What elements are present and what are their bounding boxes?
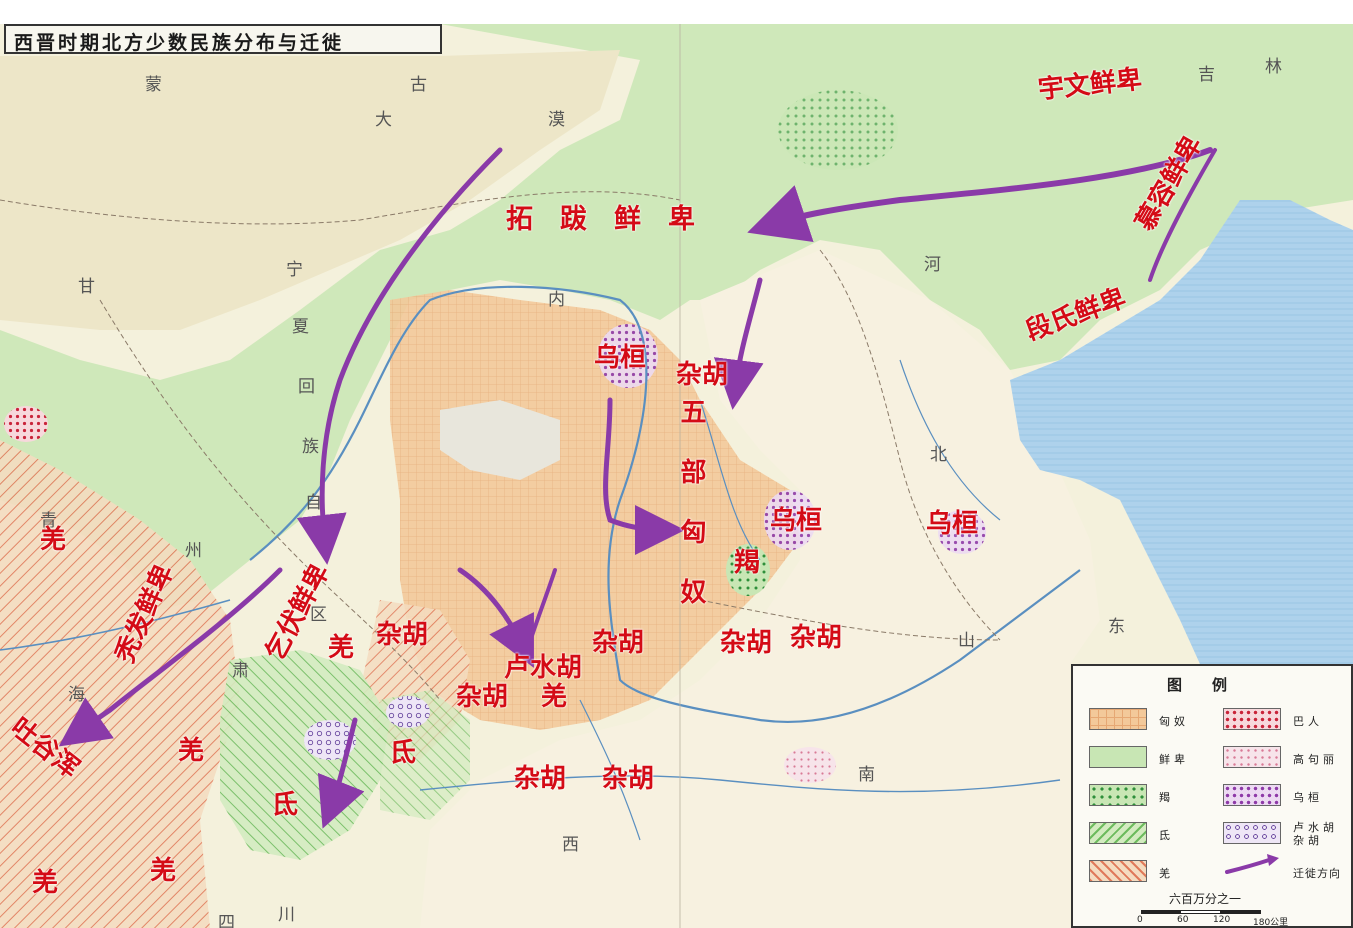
arrow-xiongnu-east: [603, 397, 685, 555]
label-qiang-4: 羌: [178, 736, 205, 766]
label-zahu-5: 杂胡: [790, 623, 843, 653]
xianbei-region: [0, 24, 1353, 610]
bg-label-zhou: 州: [185, 541, 202, 561]
map-title: 西晋时期北方少数民族分布与迁徙: [14, 32, 345, 54]
label-qiang-3: 羌: [541, 682, 568, 712]
bg-label-zi: 自: [305, 493, 322, 513]
legend-title: 图例: [1166, 676, 1257, 694]
legend-label-qiang: 羌: [1159, 867, 1174, 880]
label-zahu-6: 杂胡: [456, 682, 509, 712]
scale-tick-120: 120: [1213, 915, 1231, 925]
scale-tick-60: 60: [1177, 915, 1189, 925]
desert-region: [0, 50, 620, 330]
bg-label-gu: 古: [410, 75, 427, 95]
bg-label-zu: 族: [302, 437, 319, 457]
bg-label-meng: 蒙: [145, 75, 162, 95]
legend-label-lushuihu: 卢水胡杂胡: [1293, 821, 1338, 847]
legend-label-di: 氐: [1159, 829, 1174, 842]
label-wuhuan-1: 乌桓: [594, 343, 647, 373]
bg-label-hui: 回: [298, 377, 315, 397]
bg-label-su: 肃: [232, 661, 249, 681]
legend-swatch-qiang: [1089, 860, 1147, 882]
qiang-region-west: [0, 440, 240, 928]
legend-swatch-xiongnu: [1089, 708, 1147, 730]
label-qiang-2: 羌: [328, 633, 355, 663]
yellow-river: [249, 285, 1081, 724]
arrow-di-south: [317, 717, 365, 829]
legend-swatch-xianbei: [1089, 746, 1147, 768]
label-qiang-6: 羌: [32, 868, 59, 898]
legend-label-goguryeo: 高句丽: [1293, 753, 1338, 766]
legend-swatch-jie: [1089, 784, 1147, 806]
legend-swatch-goguryeo: [1223, 746, 1281, 768]
bg-label-si: 四: [218, 913, 235, 928]
legend-swatch-wuhuan: [1223, 784, 1281, 806]
map-title-box: 西晋时期北方少数民族分布与迁徙: [4, 24, 442, 54]
bg-label-lin: 林: [1265, 57, 1282, 77]
scale-title: 六百万分之一: [1169, 892, 1242, 906]
bg-label-qu: 区: [310, 605, 327, 625]
bg-label-xi: 西: [562, 835, 579, 855]
legend-label-xiongnu: 匈奴: [1159, 715, 1189, 728]
arrow-yuwen-west: [747, 147, 1213, 243]
legend-label-wuhuan: 乌桓: [1293, 791, 1323, 804]
bg-label-mo: 漠: [548, 110, 565, 130]
label-qiang-5: 羌: [150, 856, 177, 886]
label-wuhuan-3: 乌桓: [926, 509, 979, 539]
bg-label-nei: 内: [548, 290, 565, 310]
scale-tick-0: 0: [1137, 915, 1143, 925]
bg-label-qing: 青: [40, 511, 57, 531]
legend-swatch-lushuihu: [1223, 822, 1281, 844]
label-zahu-8: 杂胡: [602, 764, 655, 794]
arrow-murong-sw: [1148, 148, 1217, 282]
label-jie: 羯: [734, 548, 761, 578]
bg-label-dong: 东: [1108, 617, 1125, 637]
bg-label-xia: 夏: [292, 317, 309, 337]
bg-label-shan: 山: [958, 631, 975, 651]
legend-swatch-di: [1089, 822, 1147, 844]
label-zahu-2: 杂胡: [376, 620, 429, 650]
label-zahu-3: 杂胡: [592, 628, 645, 658]
arrow-xiongnu-south: [457, 567, 534, 668]
label-wuhuan-2: 乌桓: [770, 506, 823, 536]
arrow-wuhuan-south: [713, 277, 764, 410]
bg-label-gan: 甘: [78, 277, 95, 297]
label-tuoba-xianbei: 拓 跋 鲜 卑: [506, 204, 695, 235]
bg-label-chuan: 川: [278, 905, 295, 925]
bg-label-hai: 海: [68, 685, 85, 705]
scale-tick-180: 180公里: [1253, 918, 1289, 928]
label-di-1: 氐: [390, 738, 417, 768]
label-zahu-4: 杂胡: [720, 628, 773, 658]
label-di-2: 氐: [272, 790, 299, 820]
legend-label-xianbei: 鲜卑: [1159, 753, 1189, 766]
scale-bar: [1141, 910, 1261, 914]
label-qiang-1: 羌: [40, 525, 67, 555]
bg-label-he: 河: [924, 255, 941, 275]
bg-label-ning: 宁: [286, 260, 303, 280]
label-wubu-xiongnu: 五部匈奴: [676, 398, 706, 638]
legend-label-ba: 巴人: [1293, 715, 1323, 728]
legend-label-jie: 羯: [1159, 791, 1174, 804]
map-legend: 图例 匈奴 鲜卑 羯 氐 羌 巴人 高句丽 乌桓 卢水胡杂胡 迁徙方向 六百万分…: [1071, 664, 1353, 928]
bg-label-nan: 南: [858, 765, 875, 785]
label-zahu-1: 杂胡: [676, 360, 729, 390]
legend-label-migration: 迁徙方向: [1293, 867, 1341, 880]
bg-label-ji: 吉: [1198, 65, 1215, 85]
legend-swatch-ba: [1223, 708, 1281, 730]
bg-label-bei: 北: [930, 445, 947, 465]
label-lushuihu: 卢水胡: [504, 653, 583, 683]
legend-swatch-migration: [1225, 854, 1279, 874]
arrow-qifu-southwest: [58, 567, 283, 747]
label-zahu-7: 杂胡: [514, 764, 567, 794]
bg-label-da: 大: [375, 110, 392, 130]
arrow-tuoba-south: [296, 147, 503, 565]
